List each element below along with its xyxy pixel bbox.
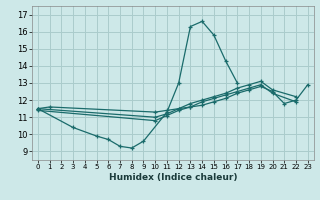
X-axis label: Humidex (Indice chaleur): Humidex (Indice chaleur) [108, 173, 237, 182]
